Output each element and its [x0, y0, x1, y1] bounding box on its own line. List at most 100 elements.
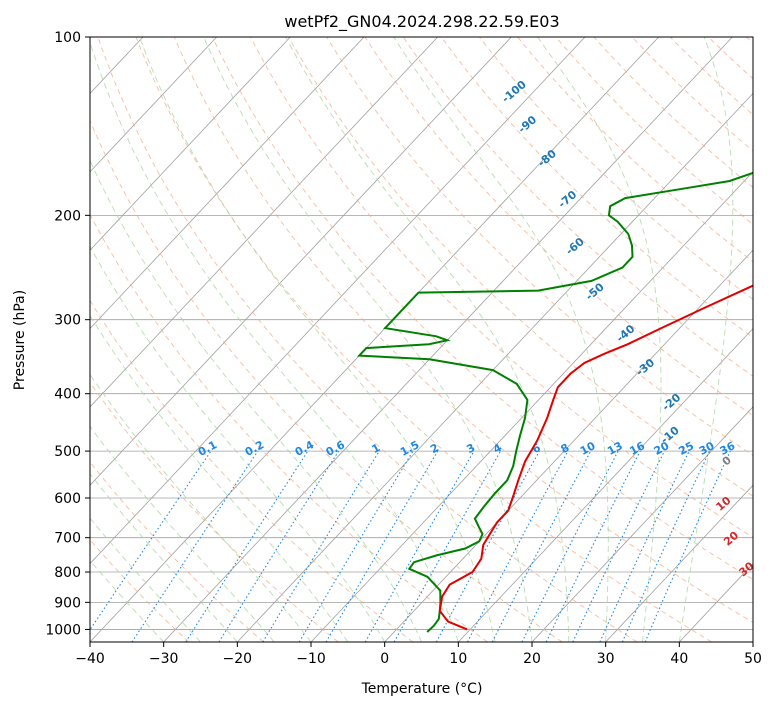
isotherm-line	[531, 406, 753, 642]
mixing-ratio-line	[621, 450, 711, 642]
dry-adiabat-line	[90, 299, 414, 642]
mixing-ratio-line	[644, 450, 731, 642]
mixing-ratio-line	[545, 450, 641, 642]
x-tick-label: −10	[296, 651, 326, 667]
mixing-ratio-line	[364, 450, 475, 642]
mixing-ratio-label: 16	[627, 439, 647, 458]
dry-adiabat-line	[555, 37, 753, 225]
moist-adiabat-line	[285, 37, 570, 642]
isotherm-line	[90, 37, 512, 486]
y-tick-label: 200	[54, 208, 81, 224]
isotherm-lines	[0, 37, 753, 642]
dry-adiabat-line	[90, 461, 264, 642]
dry-adiabat-label: 0	[720, 453, 734, 468]
dry-adiabat-line	[479, 37, 753, 300]
dry-adiabat-line	[173, 37, 753, 623]
moist-adiabat-line	[90, 314, 349, 642]
x-tick-label: 20	[523, 651, 541, 667]
isotherm-line	[90, 37, 217, 173]
moist-adiabat-line	[203, 37, 533, 642]
dry-adiabat-line	[631, 37, 753, 152]
x-tick-label: 30	[597, 651, 615, 667]
mixing-ratio-line	[325, 450, 439, 642]
moist-adiabat-line	[90, 40, 459, 642]
moist-adiabat-label: -30	[634, 356, 658, 379]
dry-adiabat-line	[364, 37, 753, 417]
moist-adiabat-label: -60	[563, 235, 587, 258]
dry-adiabat-line	[250, 37, 753, 538]
y-tick-label: 800	[54, 565, 81, 581]
dry-adiabat-line	[90, 539, 190, 642]
y-tick-label: 500	[54, 444, 81, 460]
plot-area: 0.1 0.2 0.4 0.6 1 1.5 2 3 4 6 8 10 13 16 20 25 30 36-100-…	[0, 37, 775, 642]
moist-adiabat-line	[90, 425, 275, 642]
y-tick-label: 100	[54, 30, 81, 46]
moist-adiabat-label: -50	[583, 280, 607, 303]
dry-adiabat-line	[326, 37, 753, 456]
dry-adiabat-line	[97, 37, 638, 642]
isotherm-line	[90, 37, 586, 565]
moist-adiabat-line	[90, 473, 238, 642]
isotherm-line	[752, 641, 753, 642]
isotherm-line	[458, 327, 753, 642]
mixing-ratio-line	[572, 450, 665, 642]
mixing-ratio-label: 10	[578, 439, 598, 458]
chart-title: wetPf2_GN04.2024.298.22.59.E03	[284, 12, 559, 32]
mixing-ratio-label: 8	[559, 441, 572, 456]
moist-adiabat-line	[678, 37, 734, 642]
isotherm-line	[90, 37, 365, 330]
plot-frame	[89, 36, 754, 643]
dry-adiabat-line	[746, 37, 753, 44]
isotherm-line	[0, 37, 69, 642]
dry-adiabat-line	[517, 37, 753, 263]
mixing-ratio-label: 36	[718, 439, 738, 458]
mixing-ratio-label: 1	[370, 441, 383, 456]
mixing-ratio-line	[131, 450, 259, 642]
temperature-series-line	[438, 284, 753, 631]
isotherm-line	[605, 484, 753, 642]
isotherm-line	[90, 37, 291, 251]
mixing-ratio-label: 3	[464, 441, 477, 456]
dry-adiabat-line	[90, 119, 563, 642]
y-axis: 100 200 300 400 500 600 700 800 900 1000	[45, 30, 90, 638]
mixing-ratio-line	[218, 450, 340, 642]
moist-adiabat-line	[139, 37, 496, 642]
mixing-ratio-label: 0.6	[324, 438, 348, 459]
dry-adiabat-label: 10	[713, 494, 733, 514]
mixing-ratio-line	[599, 450, 690, 642]
dry-adiabat-line	[669, 37, 753, 116]
x-tick-label: 40	[670, 651, 688, 667]
mixing-ratio-line	[90, 450, 212, 631]
dry-adiabat-line	[402, 37, 753, 377]
dry-adiabat-lines	[90, 37, 753, 642]
dry-adiabat-label: 30	[736, 559, 756, 579]
dry-adiabat-line	[211, 37, 753, 581]
moist-adiabat-line	[90, 373, 312, 642]
isotherm-line	[237, 92, 753, 642]
mixing-ratio-label: 0.2	[243, 438, 266, 459]
moist-adiabat-line	[393, 37, 609, 642]
mixing-ratio-line	[262, 450, 380, 642]
moist-adiabat-label: -20	[660, 391, 684, 414]
x-tick-label: −20	[223, 651, 253, 667]
moist-adiabat-line	[90, 159, 422, 642]
y-axis-label: Pressure (hPa)	[12, 290, 28, 390]
mixing-ratio-line	[185, 450, 309, 642]
dry-adiabat-line	[708, 37, 753, 80]
x-axis: −40 −30 −20 −10 0 10 20 30 40 50	[75, 642, 762, 667]
y-tick-label: 400	[54, 387, 81, 403]
reference-line-labels: 0.1 0.2 0.4 0.6 1 1.5 2 3 4 6 8 10 13 16 20 25 30 36-100-…	[196, 78, 775, 607]
y-tick-label: 700	[54, 531, 81, 547]
moist-adiabat-label: -70	[556, 188, 580, 211]
mixing-ratio-line	[521, 450, 619, 642]
mixing-ratio-line	[435, 450, 540, 642]
moist-adiabat-label: -80	[535, 147, 559, 170]
dewpoint-series-line	[356, 171, 753, 633]
dry-adiabat-label: 40	[759, 587, 775, 607]
mixing-ratio-label: 30	[697, 439, 717, 458]
isotherm-line	[90, 37, 438, 408]
moist-adiabat-lines	[90, 37, 734, 642]
dry-adiabat-line	[135, 37, 712, 642]
mixing-ratio-label: 20	[652, 439, 672, 458]
x-axis-label: Temperature (°C)	[361, 681, 483, 697]
